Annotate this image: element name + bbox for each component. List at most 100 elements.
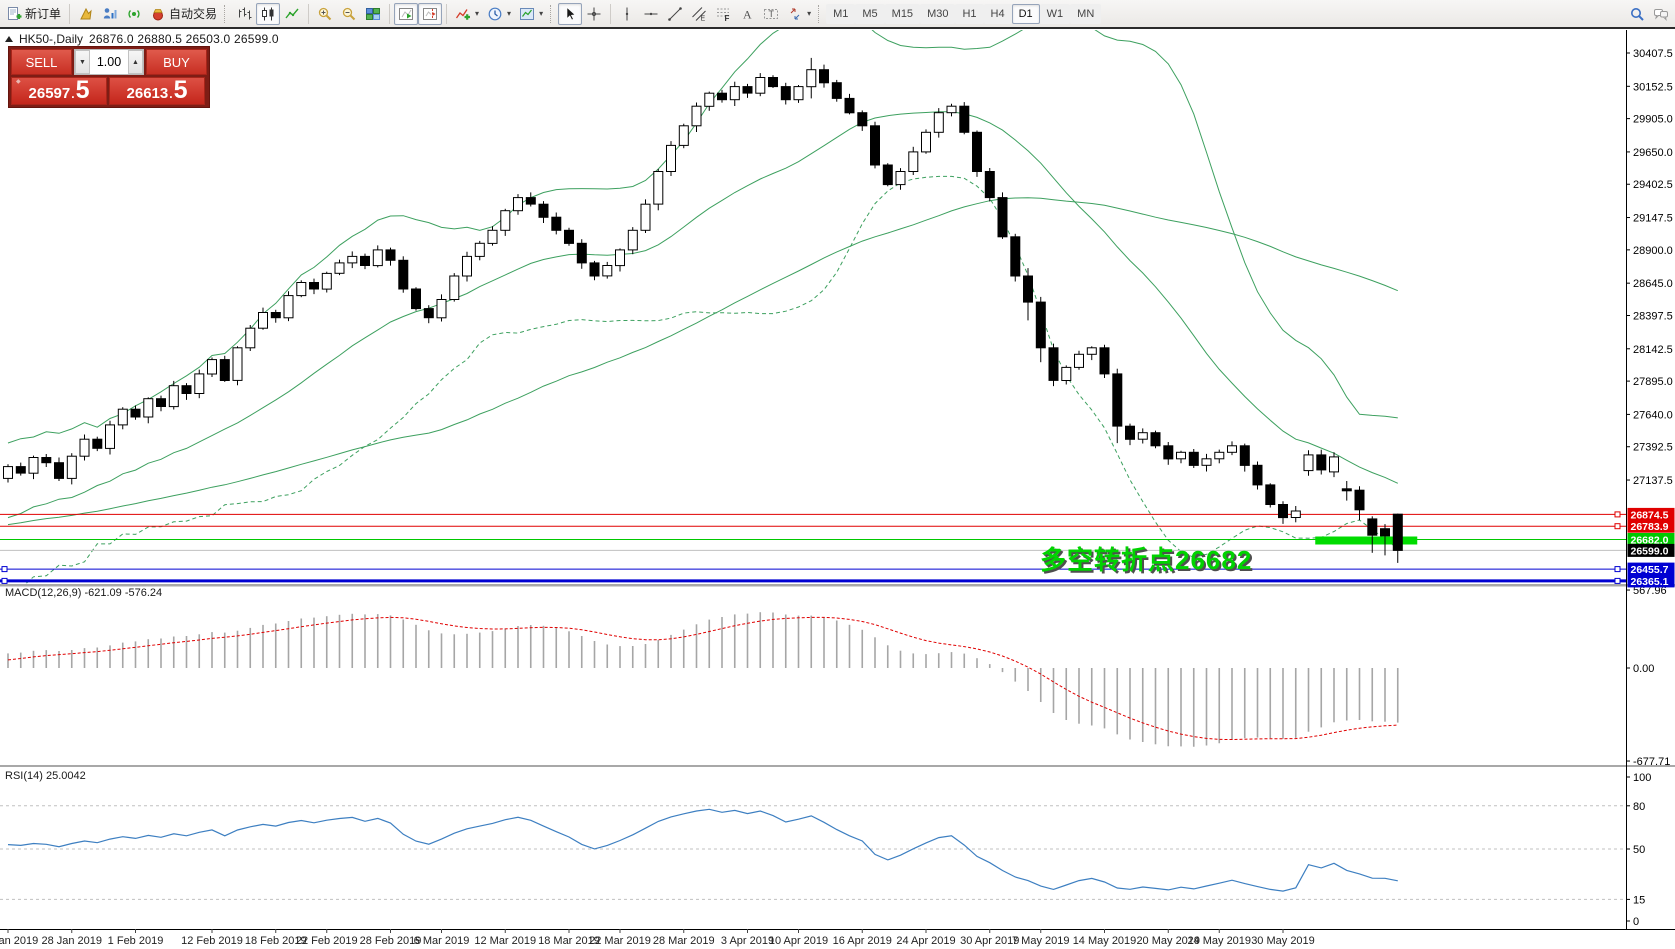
autotrading-icon — [150, 6, 166, 22]
candle — [156, 398, 166, 408]
support-highlight-bar[interactable] — [1315, 536, 1418, 545]
text-icon: A — [739, 6, 755, 22]
bar-chart-button[interactable] — [232, 3, 256, 25]
candle — [640, 203, 651, 231]
svg-text:29402.5: 29402.5 — [1633, 179, 1673, 191]
line-handle[interactable] — [1, 577, 8, 584]
chart-window-top-border — [0, 27, 1675, 29]
svg-text:30407.5: 30407.5 — [1633, 48, 1673, 60]
rsi-pane-separator[interactable] — [0, 765, 1675, 767]
tab-timeframe-h1[interactable]: H1 — [955, 3, 984, 24]
equidistant-channel-button[interactable]: E — [687, 3, 711, 25]
tab-timeframe-h4[interactable]: H4 — [983, 3, 1012, 24]
candle — [997, 197, 1008, 238]
date-tick-label: 28 Feb 2019 — [360, 935, 422, 947]
periods-button[interactable]: ▾ — [483, 3, 515, 25]
tile-windows-button[interactable] — [361, 3, 385, 25]
vertical-line-button[interactable] — [615, 3, 639, 25]
horizontal-line-button[interactable] — [639, 3, 663, 25]
tab-timeframe-m5[interactable]: M5 — [855, 3, 885, 24]
line-handle[interactable] — [1614, 566, 1621, 573]
autotrading-button[interactable]: 自动交易 — [146, 3, 221, 25]
svg-text:A: A — [743, 7, 752, 21]
tab-timeframe-w1[interactable]: W1 — [1039, 3, 1071, 24]
svg-text:F: F — [725, 14, 730, 22]
line-handle[interactable] — [1, 566, 8, 573]
volume-decrease-button[interactable]: ▼ — [75, 50, 90, 74]
candle — [1010, 236, 1021, 277]
candlestick-chart-button[interactable] — [256, 2, 281, 25]
tab-timeframe-m1[interactable]: M1 — [826, 3, 856, 24]
candle — [245, 327, 256, 349]
horizontal-price-lines[interactable] — [0, 513, 1626, 583]
candle — [219, 359, 230, 382]
templates-button[interactable]: ▾ — [515, 3, 547, 25]
tab-timeframe-m15[interactable]: M15 — [884, 3, 921, 24]
candle — [117, 408, 128, 426]
fibonacci-button[interactable]: F — [711, 3, 735, 25]
news-button[interactable] — [122, 3, 146, 25]
zoom-in-button[interactable] — [313, 3, 337, 25]
text-button[interactable]: A — [735, 3, 759, 25]
candle — [436, 299, 447, 319]
svg-text:50: 50 — [1633, 844, 1645, 856]
buy-button[interactable]: BUY — [146, 49, 207, 75]
candle — [1354, 489, 1365, 511]
cursor-button[interactable] — [558, 2, 583, 25]
volume-increase-button[interactable]: ▲ — [128, 50, 143, 74]
svg-text:26455.7: 26455.7 — [1631, 564, 1669, 576]
toolbar-separator — [446, 3, 448, 24]
new-order-button[interactable]: 新订单 — [2, 3, 65, 25]
chart-shift-button[interactable] — [418, 2, 443, 25]
auto-scroll-button[interactable] — [394, 2, 419, 25]
sell-button[interactable]: SELL — [11, 49, 72, 75]
candle — [1188, 451, 1199, 466]
line-handle[interactable] — [1614, 511, 1621, 518]
signals-button[interactable] — [98, 3, 122, 25]
text-label-button[interactable]: T — [759, 3, 783, 25]
svg-text:29650.0: 29650.0 — [1633, 147, 1673, 159]
signals-icon — [102, 6, 118, 22]
search-button[interactable] — [1625, 3, 1649, 25]
crosshair-button[interactable] — [582, 3, 606, 25]
candle — [143, 398, 154, 418]
line-end-markers[interactable] — [1, 511, 1621, 584]
candle — [513, 197, 523, 212]
indicators-button[interactable]: ▾ — [451, 3, 483, 25]
turning-point-annotation[interactable]: 多空转折点26682 — [1040, 545, 1253, 575]
svg-text:27137.5: 27137.5 — [1633, 475, 1673, 487]
volume-stepper[interactable]: ▼ 1.00 ▲ — [74, 49, 144, 75]
candle — [334, 262, 345, 274]
line-chart-button[interactable] — [280, 3, 304, 25]
ask-price-pip: 5 — [173, 76, 188, 104]
tab-timeframe-m30[interactable]: M30 — [920, 3, 956, 24]
svg-text:E: E — [701, 15, 706, 22]
collapse-panel-icon[interactable] — [5, 36, 13, 42]
candle — [729, 86, 740, 101]
trendline-button[interactable] — [663, 3, 687, 25]
date-tick-label: 14 May 2019 — [1073, 935, 1137, 947]
arrows-button[interactable]: ▾ — [783, 3, 815, 25]
arrows-icon — [787, 6, 803, 22]
tab-timeframe-d1[interactable]: D1 — [1011, 3, 1040, 24]
bid-price-box[interactable]: 26597 . 5 — [11, 77, 107, 105]
gold-arrow-button[interactable] — [74, 3, 98, 25]
macd-pane-separator[interactable] — [0, 584, 1675, 587]
zoom-out-button[interactable] — [337, 3, 361, 25]
date-tick-label: 10 Apr 2019 — [769, 935, 828, 947]
line-handle[interactable] — [1614, 577, 1621, 584]
volume-value[interactable]: 1.00 — [90, 50, 128, 74]
highlight-bar[interactable] — [1315, 536, 1418, 545]
price-marker-label — [1627, 562, 1675, 576]
axes-layer: 30407.5 30152.5 29905.0 29650.0 29402.5 29147… — [0, 30, 1675, 947]
community-chat-button[interactable] — [1649, 3, 1673, 25]
candle — [92, 438, 103, 449]
date-tick-label: 1 Feb 2019 — [108, 935, 164, 947]
search-icon — [1629, 6, 1645, 22]
ask-price-box[interactable]: 26613 . 5 — [109, 77, 205, 105]
line-chart-icon — [284, 6, 300, 22]
line-handle[interactable] — [1614, 523, 1621, 530]
tab-timeframe-mn[interactable]: MN — [1070, 3, 1102, 24]
